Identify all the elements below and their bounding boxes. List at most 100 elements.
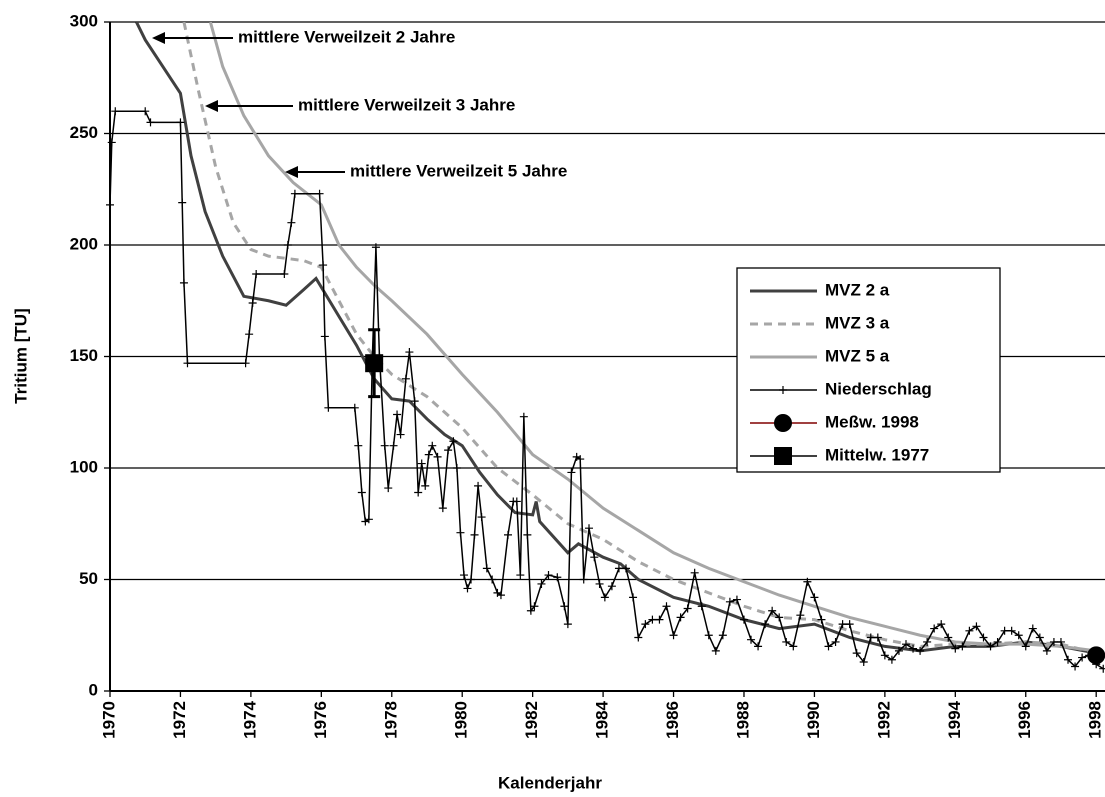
plus-marker [567, 468, 576, 477]
plus-marker [775, 613, 784, 622]
plus-marker [641, 620, 650, 629]
plus-marker [831, 637, 840, 646]
plus-marker [810, 593, 819, 602]
x-tick-label: 1988 [733, 701, 752, 739]
plus-marker [111, 107, 120, 116]
plus-marker [516, 571, 525, 580]
plus-marker [241, 359, 250, 368]
plus-marker [662, 602, 671, 611]
plus-marker [1056, 637, 1065, 646]
legend-box [736, 267, 1001, 473]
plus-marker [470, 530, 479, 539]
plus-marker [421, 481, 430, 490]
plus-marker [789, 642, 798, 651]
plus-marker [452, 464, 461, 472]
plus-marker [768, 606, 777, 615]
plus-marker [357, 488, 366, 497]
plus-marker [354, 441, 363, 450]
plus-marker [725, 597, 734, 606]
x-tick-label: 1974 [240, 700, 259, 738]
plus-marker [590, 553, 599, 562]
legend-label: MVZ 2 a [825, 280, 890, 299]
plus-marker [544, 571, 553, 580]
x-axis-label: Kalenderjahr [498, 773, 602, 792]
plus-marker [410, 397, 419, 406]
plus-marker [979, 633, 988, 642]
plus-marker [371, 243, 380, 252]
plus-marker [519, 412, 528, 421]
y-tick-label: 250 [70, 123, 98, 142]
plus-marker [838, 620, 847, 629]
plus-marker [384, 484, 393, 493]
plus-marker [930, 624, 939, 633]
annotation-text: mittlere Verweilzeit 5 Jahre [350, 161, 567, 180]
plus-marker [600, 593, 609, 602]
plus-marker [779, 386, 787, 394]
plus-marker [655, 615, 664, 624]
circle-marker [774, 414, 792, 432]
annotation-text: mittlere Verweilzeit 3 Jahre [298, 95, 515, 114]
plus-marker [683, 604, 692, 613]
plus-marker [107, 138, 116, 147]
plus-marker [364, 515, 373, 524]
plus-marker [1028, 624, 1037, 633]
legend-label: Meßw. 1998 [825, 412, 919, 431]
plus-marker [428, 441, 437, 450]
plus-marker [803, 577, 812, 586]
plus-marker [252, 269, 261, 278]
plus-marker [1000, 626, 1009, 635]
legend-label: MVZ 5 a [825, 346, 890, 365]
plus-marker [320, 332, 329, 341]
legend-label: Niederschlag [825, 379, 932, 398]
plus-marker [579, 575, 588, 584]
plus-marker [248, 298, 257, 307]
plus-marker [467, 575, 476, 584]
x-tick-label: 1982 [522, 701, 541, 739]
plus-marker [474, 481, 483, 490]
plus-marker [405, 348, 414, 357]
series-line [135, 22, 1097, 655]
plus-marker [245, 330, 254, 339]
y-tick-label: 100 [70, 457, 98, 476]
plus-marker [634, 633, 643, 642]
plus-marker [401, 374, 410, 383]
plus-marker [553, 573, 562, 582]
plus-marker [106, 200, 114, 209]
plus-marker [972, 622, 981, 631]
plus-marker [389, 441, 398, 450]
plus-marker [761, 620, 770, 629]
square-marker [365, 354, 384, 373]
plus-marker [324, 403, 333, 412]
x-tick-label: 1970 [99, 701, 118, 739]
plus-marker [607, 582, 616, 591]
y-tick-label: 50 [79, 569, 98, 588]
plus-marker [754, 642, 763, 651]
plus-marker [739, 615, 748, 624]
plus-marker [595, 579, 604, 588]
plus-marker [1042, 646, 1051, 655]
plus-marker [923, 637, 932, 646]
plus-marker [944, 633, 953, 642]
y-tick-label: 200 [70, 234, 98, 253]
x-tick-label: 1972 [170, 701, 189, 739]
x-tick-label: 1984 [593, 700, 612, 738]
plus-marker [526, 606, 535, 615]
plus-marker [482, 564, 491, 573]
plus-marker [141, 107, 150, 116]
plus-marker [1064, 655, 1073, 664]
plus-marker [283, 241, 292, 249]
plus-marker [747, 635, 756, 644]
y-tick-label: 300 [70, 11, 98, 30]
plus-marker [824, 642, 833, 651]
plus-marker [393, 410, 402, 419]
plus-marker [676, 613, 685, 622]
plus-marker [873, 633, 882, 642]
plus-marker [176, 118, 185, 127]
plus-marker [648, 615, 657, 624]
plus-marker [859, 658, 868, 667]
plus-marker [782, 637, 791, 646]
plus-marker [993, 637, 1002, 646]
plus-marker [280, 269, 289, 278]
plus-marker [704, 631, 713, 640]
